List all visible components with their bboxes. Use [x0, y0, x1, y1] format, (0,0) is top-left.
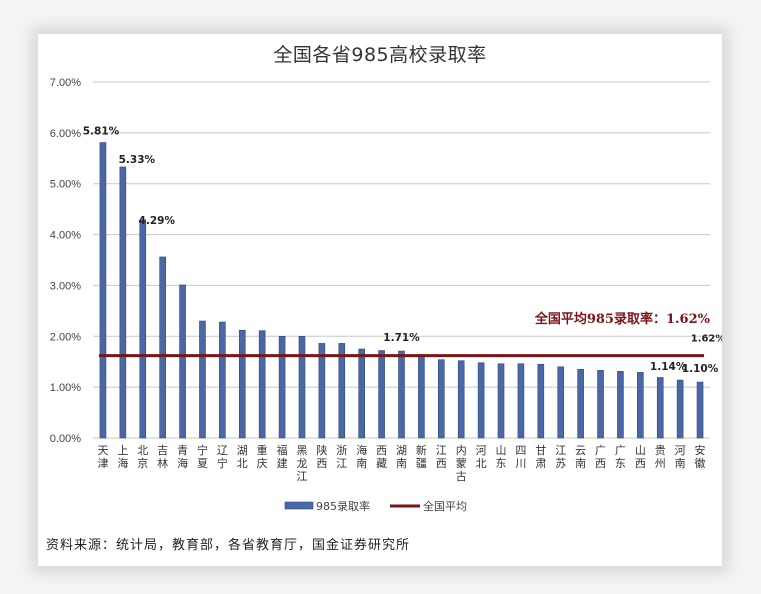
y-tick-label: 6.00% — [50, 128, 81, 140]
legend-bar-label: 985录取率 — [316, 499, 370, 513]
bar-chart: 0.00% 1.00% 2.00% 3.00% 4.00% 5.00% 6.00% 7.00%… — [50, 77, 722, 513]
y-tick-label: 2.00% — [50, 331, 81, 343]
bar — [617, 371, 624, 439]
bar — [517, 363, 525, 439]
x-tick-label: 重庆 — [257, 443, 268, 470]
bar — [378, 350, 385, 439]
x-tick-label: 浙江 — [336, 444, 347, 470]
bar — [497, 363, 505, 439]
x-tick-label: 天津 — [97, 444, 108, 470]
bar — [99, 142, 107, 439]
x-tick-label: 广东 — [615, 444, 626, 470]
x-tick-label: 四川 — [515, 444, 526, 470]
x-tick-label: 云南 — [575, 444, 586, 470]
x-tick-label: 宁夏 — [197, 443, 208, 470]
bar — [199, 320, 206, 439]
x-tick-label: 河北 — [476, 444, 487, 470]
x-tick-label: 海南 — [356, 443, 367, 470]
x-tick-label: 北京 — [137, 444, 148, 470]
x-tick-label: 青海 — [177, 444, 188, 470]
x-tick-label: 贵州 — [655, 444, 666, 470]
bar — [398, 350, 405, 439]
bar — [597, 370, 604, 439]
x-tick-label: 内蒙古 — [456, 443, 467, 483]
x-tick-label: 黑龙江 — [296, 444, 307, 483]
x-tick-label: 福建 — [277, 443, 288, 470]
bar — [577, 369, 584, 439]
bar — [557, 366, 565, 439]
legend-bar-swatch — [284, 501, 314, 510]
x-tick-label: 陕西 — [316, 443, 327, 470]
bar — [676, 379, 684, 439]
average-annotation: 全国平均985录取率：1.62% — [534, 311, 711, 327]
x-tick-label: 吉林 — [157, 444, 168, 470]
bar — [358, 348, 365, 439]
x-tick-label: 上海 — [117, 444, 128, 470]
bar — [656, 377, 664, 439]
x-tick-label: 湖北 — [237, 444, 248, 470]
bar — [438, 359, 445, 439]
average-value-label: 1.62% — [691, 334, 722, 345]
bar — [298, 335, 306, 439]
bar — [159, 256, 166, 439]
data-label: 5.81% — [83, 126, 120, 138]
y-tick-label: 1.00% — [50, 382, 81, 394]
data-label: 1.14% — [650, 361, 687, 373]
source-note: 资料来源：统计局，教育部，各省教育厅，国金证券研究所 — [46, 538, 411, 553]
x-tick-label: 江西 — [436, 444, 447, 470]
bar — [637, 372, 644, 439]
x-tick-label: 江苏 — [555, 444, 566, 470]
bar — [278, 335, 286, 439]
y-tick-label: 7.00% — [50, 77, 81, 89]
x-tick-label: 湖南 — [396, 444, 407, 470]
y-tick-label: 5.00% — [50, 179, 81, 191]
x-tick-label: 山东 — [496, 444, 507, 470]
bar — [457, 360, 465, 439]
x-tick-label: 河南 — [675, 444, 686, 470]
x-tick-label: 甘肃 — [535, 444, 546, 470]
bar — [318, 343, 326, 439]
x-tick-label: 广西 — [595, 444, 606, 470]
data-label: 1.10% — [682, 363, 719, 375]
bar — [258, 330, 266, 439]
y-tick-label: 3.00% — [50, 280, 81, 292]
x-tick-label: 安徽 — [695, 443, 706, 470]
bar — [338, 343, 346, 439]
bar — [119, 166, 127, 439]
data-label: 4.29% — [139, 215, 176, 227]
chart-card: 全国各省985高校录取率 0.00% 1.00% 2.00% 3.00% 4.00% 5.… — [38, 34, 722, 566]
data-label: 5.33% — [119, 154, 156, 166]
y-tick-label: 0.00% — [50, 433, 81, 445]
x-tick-label: 西藏 — [376, 444, 387, 470]
bar — [139, 219, 147, 439]
bar — [219, 321, 226, 439]
bar — [537, 363, 545, 439]
chart-title: 全国各省985高校录取率 — [273, 44, 487, 66]
x-tick-label: 辽宁 — [217, 444, 228, 470]
bar — [418, 354, 425, 439]
x-tick-label: 新疆 — [416, 443, 427, 470]
bar — [696, 381, 704, 439]
y-tick-label: 4.00% — [50, 230, 81, 242]
legend-line-label: 全国平均 — [423, 499, 467, 513]
data-label: 1.71% — [383, 332, 420, 344]
x-tick-label: 山西 — [635, 444, 646, 470]
bar — [238, 329, 246, 439]
bar — [179, 284, 186, 439]
bar — [477, 362, 485, 439]
